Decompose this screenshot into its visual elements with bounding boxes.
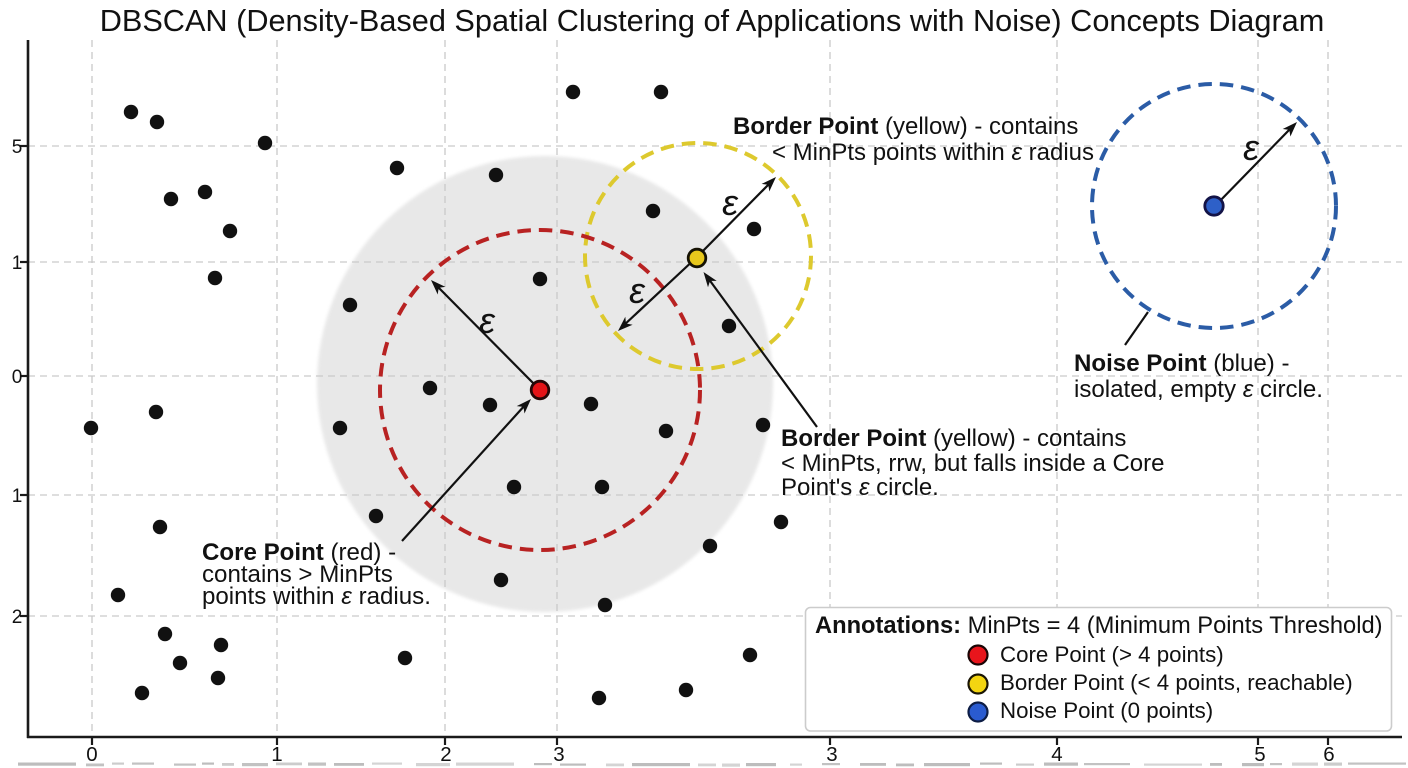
svg-text:1: 1 <box>12 253 23 274</box>
svg-text:Noise Point (0 points): Noise Point (0 points) <box>1000 698 1213 723</box>
svg-text:Noise Point (blue) -: Noise Point (blue) - <box>1074 350 1290 377</box>
svg-text:contains > MinPts: contains > MinPts <box>202 561 393 588</box>
svg-text:5: 5 <box>12 137 23 158</box>
svg-text:Core Point (red) -: Core Point (red) - <box>202 539 396 566</box>
svg-text:Border Point (yellow) - contai: Border Point (yellow) - contains <box>733 113 1078 140</box>
svg-text:1: 1 <box>12 486 23 507</box>
svg-text:5: 5 <box>1254 743 1265 766</box>
svg-text:points within ε radius.: points within ε radius. <box>202 583 431 610</box>
svg-text:ε: ε <box>629 270 646 311</box>
svg-text:Border Point (< 4 points, reac: Border Point (< 4 points, reachable) <box>1000 670 1353 695</box>
svg-text:2: 2 <box>12 607 23 628</box>
svg-text:6: 6 <box>1323 743 1334 766</box>
svg-text:Border Point (yellow) - contai: Border Point (yellow) - contains <box>781 425 1126 452</box>
svg-text:< MinPts points within ε radiu: < MinPts points within ε radius <box>772 139 1094 166</box>
svg-text:Annotations: MinPts = 4 (Minim: Annotations: MinPts = 4 (Minimum Points … <box>815 613 1383 639</box>
svg-text:ε: ε <box>1243 127 1260 168</box>
svg-text:ε: ε <box>722 182 739 223</box>
svg-text:DBSCAN (Density-Based Spatial: DBSCAN (Density-Based Spatial Clustering… <box>100 3 1325 38</box>
svg-text:Point's ε circle.: Point's ε circle. <box>781 474 939 501</box>
svg-text:3: 3 <box>826 743 837 766</box>
svg-text:Core Point (> 4 points): Core Point (> 4 points) <box>1000 642 1224 667</box>
svg-text:ε: ε <box>479 300 496 341</box>
svg-text:1: 1 <box>271 743 282 766</box>
svg-text:isolated, empty ε circle.: isolated, empty ε circle. <box>1074 376 1323 403</box>
svg-text:4: 4 <box>1051 743 1062 766</box>
svg-text:3: 3 <box>553 743 564 766</box>
svg-text:< MinPts, rrw, but falls insid: < MinPts, rrw, but falls inside a Core <box>781 450 1164 477</box>
svg-text:0: 0 <box>86 743 97 766</box>
svg-text:2: 2 <box>440 743 451 766</box>
svg-text:0: 0 <box>12 367 23 388</box>
